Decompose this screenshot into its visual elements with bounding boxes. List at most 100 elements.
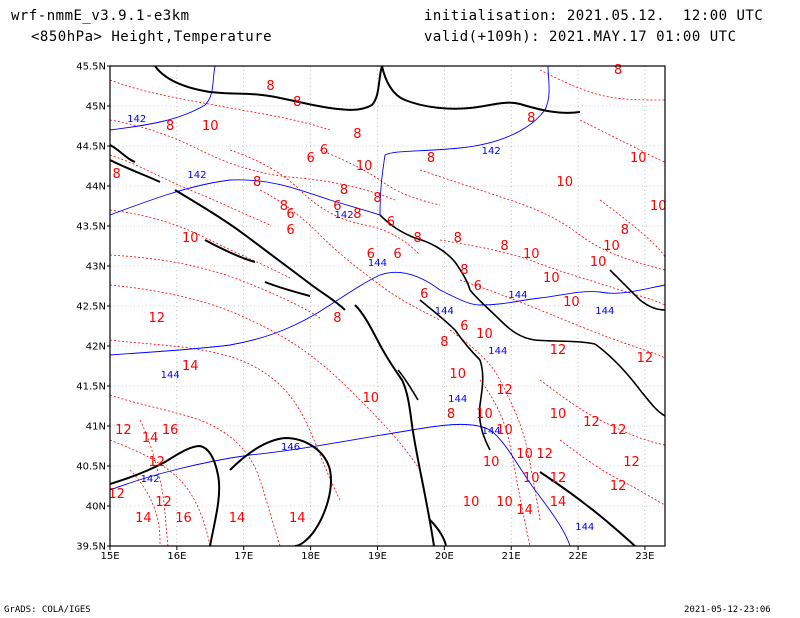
- temperature-contour-label: 8: [373, 191, 381, 206]
- country-borders: [379, 214, 665, 451]
- height-contour-label: 144: [575, 522, 594, 533]
- lat-tick-label: 44N: [86, 182, 106, 193]
- temperature-contour-label: 8: [440, 335, 448, 350]
- temperature-contour-label: 8: [166, 119, 174, 134]
- temperature-contour-label: 8: [333, 311, 341, 326]
- lon-tick-label: 16E: [167, 551, 186, 562]
- temperature-contours: [110, 69, 665, 546]
- coastlines: [110, 66, 636, 546]
- height-contour-label: 144: [435, 306, 454, 317]
- temperature-contour-label: 8: [280, 199, 288, 214]
- temperature-contour-label: 6: [460, 319, 468, 334]
- lon-tick-label: 20E: [435, 551, 454, 562]
- temperature-contour-label: 14: [229, 511, 246, 526]
- temperature-contour-label: 12: [496, 383, 513, 398]
- footer-timestamp: 2021-05-12-23:06: [684, 605, 771, 615]
- graticule: [109, 65, 665, 547]
- lon-tick-label: 21E: [502, 551, 521, 562]
- valid-time: valid(+109h): 2021.MAY.17 01:00 UTC: [424, 29, 737, 45]
- temperature-contour-label: 8: [427, 151, 435, 166]
- lon-tick-label: 15E: [100, 551, 119, 562]
- temperature-contour-label: 10: [523, 247, 540, 262]
- temperature-contour-label: 12: [155, 495, 172, 510]
- latitude-axis: 45.5N 45N 44.5N 44N 43.5N 43N 42.5N 42N 41.5N 41N…: [76, 62, 110, 553]
- temperature-contour-label: 8: [460, 263, 468, 278]
- height-contour-label: 144: [595, 306, 614, 317]
- temperature-contour-label: 6: [320, 143, 328, 158]
- temperature-contour-label: 8: [614, 63, 622, 78]
- temperature-contour-label: 10: [363, 391, 380, 406]
- height-contour-label: 142: [141, 474, 160, 485]
- lon-tick-label: 17E: [234, 551, 253, 562]
- temperature-contour-label: 12: [115, 423, 132, 438]
- temperature-contour-label: 8: [353, 207, 361, 222]
- temperature-contour-label: 12: [550, 471, 567, 486]
- temperature-contour-label: 10: [496, 495, 513, 510]
- init-time: initialisation: 2021.05.12. 12:00 UTC: [424, 8, 764, 24]
- temperature-contour-label: 10: [590, 255, 607, 270]
- temperature-contour-label: 12: [610, 423, 627, 438]
- temperature-contour-label: 8: [447, 407, 455, 422]
- temperature-contour-label: 12: [550, 343, 567, 358]
- lat-tick-label: 42.5N: [76, 302, 106, 313]
- temperature-contour-label: 14: [182, 359, 199, 374]
- height-contour-label: 144: [368, 258, 387, 269]
- temperature-contour-label: 6: [393, 247, 401, 262]
- temperature-contour-label: 6: [387, 215, 395, 230]
- temperature-contour-label: 8: [293, 95, 301, 110]
- temperature-contour-label: 8: [340, 183, 348, 198]
- lat-tick-label: 41N: [86, 422, 106, 433]
- temperature-contour-label: 10: [463, 495, 480, 510]
- temperature-contour-label: 6: [306, 151, 314, 166]
- height-contour-label: 144: [448, 394, 467, 405]
- longitude-axis: 15E 16E 17E 18E 19E 20E 21E 22E 23E: [100, 546, 654, 562]
- height-contour-label: 144: [161, 370, 180, 381]
- footer-credit: GrADS: COLA/IGES: [4, 605, 91, 615]
- height-contour-label: 142: [482, 146, 501, 157]
- height-contour-label: 144: [482, 426, 501, 437]
- temperature-contour-label: 8: [454, 231, 462, 246]
- lat-tick-label: 44.5N: [76, 142, 106, 153]
- temperature-contour-label: 16: [162, 423, 179, 438]
- temperature-contour-label: 10: [630, 151, 647, 166]
- temperature-contour-label: 8: [113, 167, 121, 182]
- temperature-contour-label: 10: [182, 231, 199, 246]
- temperature-contour-label: 6: [474, 279, 482, 294]
- height-labels: 1421421421421441441441441441441461441441…: [127, 114, 614, 533]
- temperature-contour-label: 12: [108, 487, 125, 502]
- lon-tick-label: 23E: [635, 551, 654, 562]
- model-title: wrf-nmmE_v3.9.1-e3km: [11, 8, 190, 24]
- temperature-contour-label: 10: [476, 327, 493, 342]
- temperature-contour-label: 10: [523, 471, 540, 486]
- temperature-contour-label: 10: [556, 175, 573, 190]
- lat-tick-label: 40.5N: [76, 462, 106, 473]
- temperature-contour-label: 6: [286, 207, 294, 222]
- temperature-contour-label: 12: [149, 311, 166, 326]
- temperature-contour-label: 8: [500, 239, 508, 254]
- lat-tick-label: 40N: [86, 502, 106, 513]
- temperature-contour-label: 8: [413, 231, 421, 246]
- lat-tick-label: 43.5N: [76, 222, 106, 233]
- lat-tick-label: 43N: [86, 262, 106, 273]
- temperature-contour-label: 10: [650, 199, 667, 214]
- temperature-contour-label: 8: [621, 223, 629, 238]
- temperature-contour-label: 10: [516, 447, 533, 462]
- temperature-contour-label: 12: [623, 455, 640, 470]
- lat-tick-label: 45N: [86, 102, 106, 113]
- temperature-contour-label: 12: [637, 351, 654, 366]
- temperature-contour-label: 14: [516, 503, 533, 518]
- temperature-contour-label: 8: [253, 175, 261, 190]
- temperature-contour-label: 10: [483, 455, 500, 470]
- height-contour-label: 142: [127, 114, 146, 125]
- temperature-contour-label: 10: [202, 119, 219, 134]
- lon-tick-label: 22E: [569, 551, 588, 562]
- temperature-contour-label: 10: [563, 295, 580, 310]
- temperature-contour-label: 10: [543, 271, 560, 286]
- temperature-contour-label: 10: [496, 423, 513, 438]
- temperature-contour-label: 10: [449, 367, 466, 382]
- temperature-contour-label: 6: [333, 199, 341, 214]
- height-contour-label: 144: [508, 290, 527, 301]
- height-contour-label: 146: [281, 442, 300, 453]
